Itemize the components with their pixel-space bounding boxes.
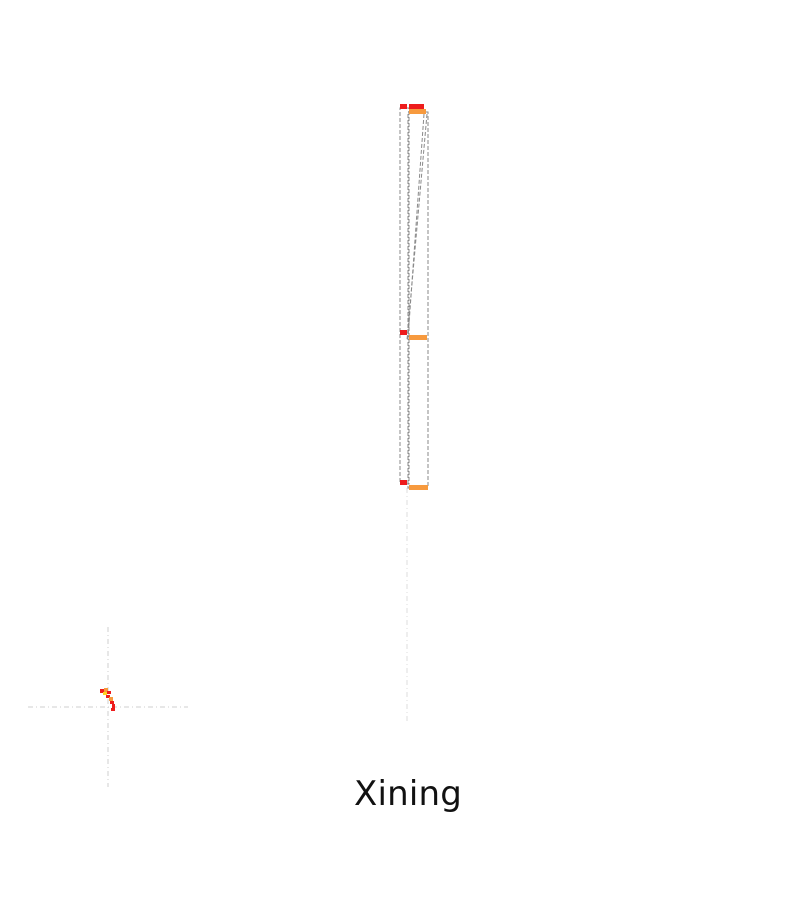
corridor-left-track (399, 107, 410, 485)
city-label: Xining (353, 774, 463, 814)
corridor-crossover-2 (407, 113, 425, 339)
inset-crosshair (28, 627, 188, 787)
bottom-markers (400, 480, 428, 490)
middle-markers (400, 330, 427, 340)
top-markers (400, 104, 426, 114)
corridor-outline (399, 107, 429, 489)
inset-route-glyph (100, 688, 115, 711)
